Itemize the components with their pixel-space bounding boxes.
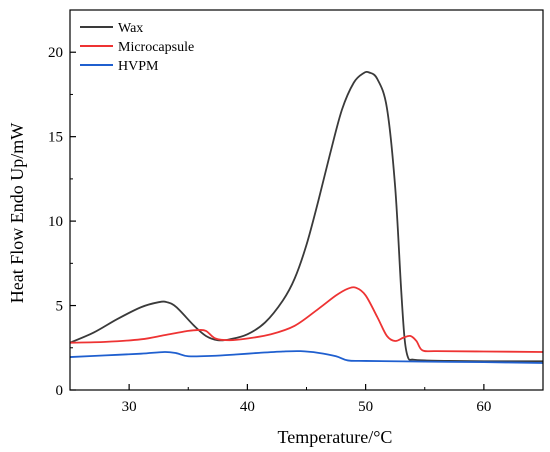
series-line-microcapsule	[69, 286, 544, 353]
y-tick-label: 20	[48, 45, 63, 61]
x-tick-label: 30	[122, 399, 137, 415]
legend-label-wax: Wax	[118, 21, 143, 36]
y-tick-label: 5	[56, 299, 64, 315]
series-layer	[69, 70, 544, 364]
x-tick-label: 40	[240, 399, 255, 415]
x-tick-label: 60	[476, 399, 491, 415]
series-line-hvpm	[69, 350, 544, 364]
y-tick-label: 10	[48, 214, 63, 230]
y-tick-label: 15	[48, 130, 63, 146]
legend: Wax Microcapsule HVPM	[80, 21, 194, 74]
series-line-wax	[69, 70, 544, 363]
ticks-layer: 30 40 50 60 0 5 10 15 20	[48, 9, 544, 415]
y-tick-label: 0	[56, 383, 64, 399]
y-axis-title: Heat Flow Endo Up/mW	[7, 123, 27, 303]
x-tick-label: 50	[358, 399, 373, 415]
x-axis-title: Temperature/°C	[278, 427, 393, 447]
legend-label-hvpm: HVPM	[118, 59, 159, 74]
legend-label-microcapsule: Microcapsule	[118, 40, 194, 55]
